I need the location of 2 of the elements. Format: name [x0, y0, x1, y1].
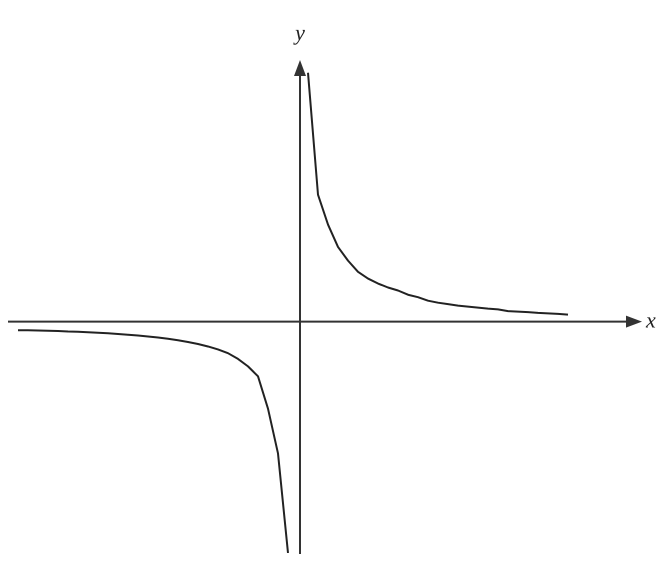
- y-axis-title: y: [293, 20, 306, 45]
- x-axis-title: x: [645, 308, 656, 333]
